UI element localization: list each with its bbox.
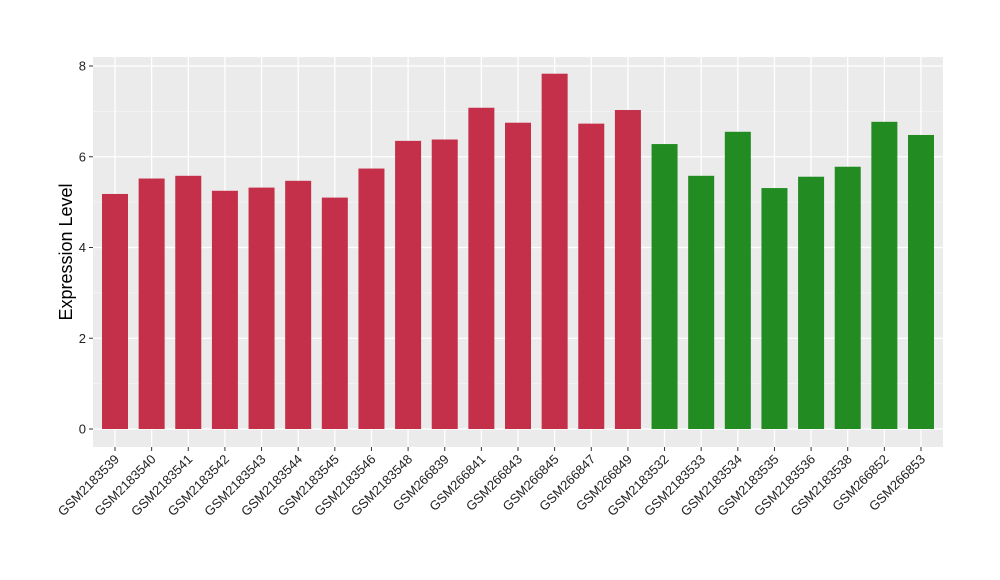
bar-GSM2183543 <box>248 187 275 429</box>
bar-GSM2183539 <box>102 193 128 429</box>
bar-GSM2183540 <box>138 178 165 429</box>
y-axis: 0 2 4 6 8 <box>79 59 93 437</box>
bar-GSM2183538 <box>834 166 861 430</box>
bars <box>102 73 934 430</box>
bar-GSM2183542 <box>211 190 238 429</box>
x-axis: GSM2183539GSM2183540GSM2183541GSM2183542… <box>55 447 928 519</box>
bar-GSM266849 <box>614 110 641 429</box>
y-tick-label: 6 <box>79 149 86 164</box>
bar-GSM266841 <box>468 107 495 429</box>
bar-GSM2183548 <box>395 140 422 429</box>
bar-GSM2183535 <box>761 188 788 429</box>
bar-GSM2183532 <box>651 144 678 430</box>
y-axis-title: Expression Level <box>56 183 76 320</box>
bar-GSM266843 <box>505 122 531 429</box>
y-tick-label: 0 <box>79 422 86 437</box>
bar-GSM266845 <box>541 73 568 430</box>
bar-GSM2183544 <box>285 180 312 429</box>
bar-GSM266847 <box>578 123 605 429</box>
bar-GSM2183536 <box>798 176 825 429</box>
bar-GSM2183533 <box>688 175 715 429</box>
bar-GSM2183541 <box>175 175 202 429</box>
y-tick-label: 4 <box>79 240 86 255</box>
bar-GSM266839 <box>431 139 458 429</box>
y-tick-label: 8 <box>79 59 86 74</box>
bar-GSM266852 <box>871 121 898 429</box>
bar-GSM2183534 <box>724 131 751 430</box>
bar-GSM2183545 <box>321 197 348 429</box>
y-tick-label: 2 <box>79 331 86 346</box>
bar-GSM266853 <box>908 134 934 429</box>
bar-GSM2183546 <box>358 168 385 430</box>
